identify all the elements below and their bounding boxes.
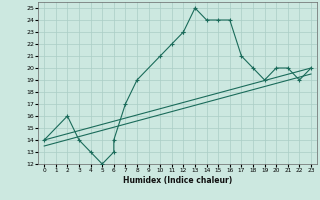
X-axis label: Humidex (Indice chaleur): Humidex (Indice chaleur) [123,176,232,185]
